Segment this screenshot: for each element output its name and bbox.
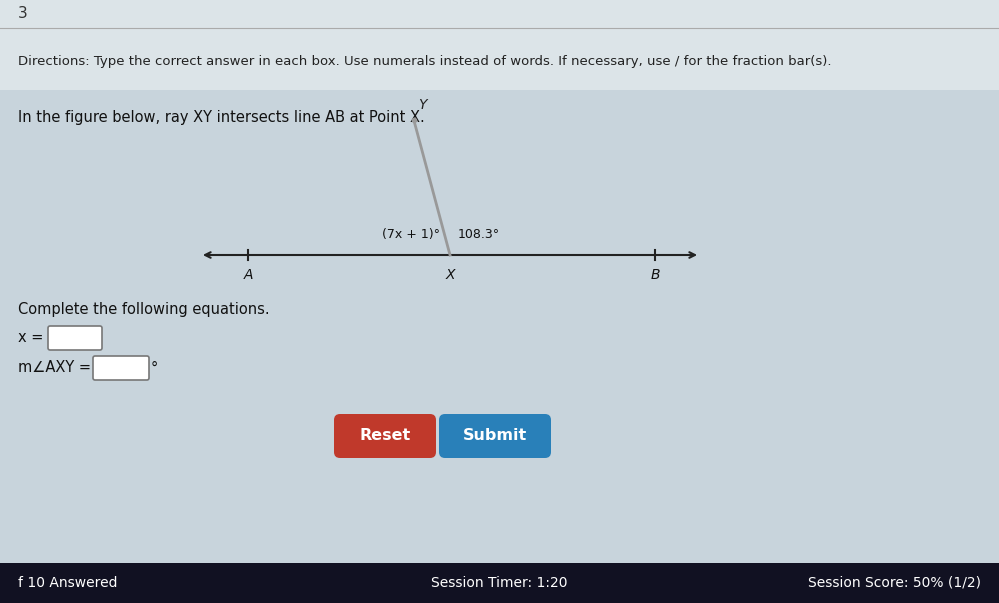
FancyBboxPatch shape [93,356,149,380]
Text: Reset: Reset [360,429,411,443]
Text: Session Timer: 1:20: Session Timer: 1:20 [431,576,567,590]
Text: °: ° [151,361,158,376]
Text: 108.3°: 108.3° [458,228,500,241]
Text: X: X [446,268,455,282]
Text: In the figure below, ray XY intersects line AB at Point X.: In the figure below, ray XY intersects l… [18,110,425,125]
Text: 3: 3 [18,7,28,22]
Text: (7x + 1)°: (7x + 1)° [382,228,440,241]
FancyBboxPatch shape [439,414,551,458]
Text: m∠AXY =: m∠AXY = [18,360,91,375]
Text: Y: Y [418,98,427,112]
FancyBboxPatch shape [48,326,102,350]
Text: Submit: Submit [463,429,527,443]
Bar [0,0,999,90]
Text: A: A [243,268,253,282]
Text: Directions: Type the correct answer in each box. Use numerals instead of words. : Directions: Type the correct answer in e… [18,55,831,69]
Text: Complete the following equations.: Complete the following equations. [18,302,270,317]
Text: x =: x = [18,330,43,345]
Text: f 10 Answered: f 10 Answered [18,576,118,590]
Text: B: B [650,268,659,282]
Text: Session Score: 50% (1/2): Session Score: 50% (1/2) [808,576,981,590]
FancyBboxPatch shape [334,414,436,458]
Bar [0,563,999,603]
